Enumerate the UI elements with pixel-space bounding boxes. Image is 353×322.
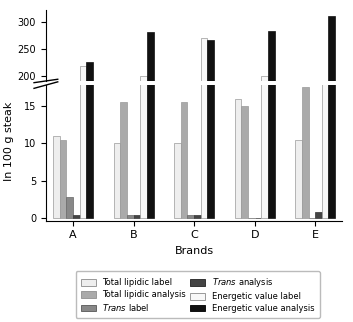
Bar xyxy=(147,32,154,184)
Bar xyxy=(295,140,302,218)
Bar xyxy=(241,175,248,184)
Bar xyxy=(120,175,127,184)
Bar xyxy=(201,0,208,218)
Bar xyxy=(322,86,329,184)
Bar xyxy=(86,0,93,218)
Bar xyxy=(53,136,60,218)
Bar xyxy=(194,215,201,218)
Bar xyxy=(147,0,154,218)
Bar xyxy=(322,0,329,218)
Bar xyxy=(66,182,73,184)
Bar xyxy=(66,197,73,218)
Bar xyxy=(140,0,147,218)
Bar xyxy=(201,38,208,184)
Bar xyxy=(208,41,214,184)
Bar xyxy=(261,76,268,184)
Bar xyxy=(174,144,181,218)
Bar xyxy=(73,215,80,218)
Bar xyxy=(268,31,275,184)
Legend: Total lipidic label, Total lipidic analysis, $\it{Trans}$ label, $\it{Trans}$ an: Total lipidic label, Total lipidic analy… xyxy=(76,271,319,318)
Bar xyxy=(181,175,187,184)
Bar xyxy=(329,0,335,218)
Bar xyxy=(235,175,241,184)
Bar xyxy=(315,212,322,218)
Bar xyxy=(268,0,275,218)
Bar xyxy=(295,178,302,184)
Bar xyxy=(315,183,322,184)
Text: In 100 g steak: In 100 g steak xyxy=(4,102,14,181)
X-axis label: Brands: Brands xyxy=(175,246,214,256)
Bar xyxy=(53,178,60,184)
Bar xyxy=(261,0,268,218)
Bar xyxy=(174,178,181,184)
Bar xyxy=(235,99,241,218)
Bar xyxy=(140,76,147,184)
Bar xyxy=(80,0,86,218)
Bar xyxy=(127,214,134,218)
Bar xyxy=(302,174,309,184)
Bar xyxy=(86,62,93,184)
Bar xyxy=(181,102,187,218)
Bar xyxy=(80,66,86,184)
Bar xyxy=(241,106,248,218)
Bar xyxy=(208,0,214,218)
Bar xyxy=(114,144,120,218)
Bar xyxy=(329,16,335,184)
Bar xyxy=(114,178,120,184)
Bar xyxy=(120,102,127,218)
Bar xyxy=(60,178,66,184)
Bar xyxy=(60,140,66,218)
Bar xyxy=(187,215,194,218)
Bar xyxy=(302,87,309,218)
Bar xyxy=(134,215,140,218)
